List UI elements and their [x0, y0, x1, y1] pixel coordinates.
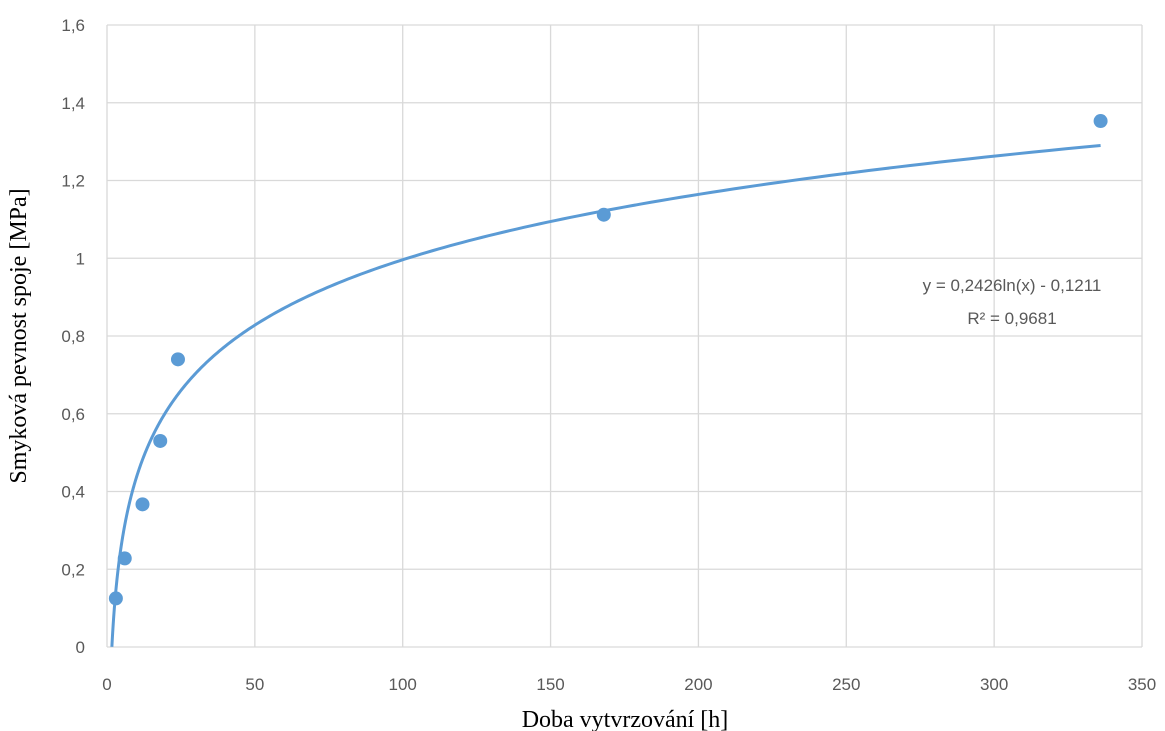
trendline-equation: y = 0,2426ln(x) - 0,1211	[923, 276, 1102, 295]
data-point	[1093, 114, 1108, 129]
data-point	[135, 497, 150, 512]
trendline	[110, 143, 1101, 647]
gridlines	[106, 24, 1143, 648]
trendline-r2: R² = 0,9681	[967, 309, 1056, 328]
y-tick-label: 1,4	[61, 94, 85, 113]
y-tick-labels: 0 0,2 0,4 0,6 0,8 1 1,2 1,4 1,6	[61, 16, 85, 657]
y-tick-label: 0,8	[61, 327, 85, 346]
y-tick-label: 1,2	[61, 172, 85, 191]
data-point	[117, 551, 132, 566]
y-tick-label: 1	[76, 249, 85, 268]
y-tick-label: 0,6	[61, 405, 85, 424]
y-tick-label: 0,2	[61, 560, 85, 579]
y-tick-label: 0,4	[61, 483, 85, 502]
x-tick-label: 350	[1128, 675, 1156, 694]
x-tick-label: 300	[980, 675, 1008, 694]
y-tick-label: 1,6	[61, 16, 85, 35]
x-tick-label: 200	[684, 675, 712, 694]
x-tick-label: 250	[832, 675, 860, 694]
data-point	[170, 352, 185, 367]
data-points	[108, 114, 1108, 606]
x-axis-title: Doba vytvrzování [h]	[522, 707, 729, 731]
x-tick-label: 150	[536, 675, 564, 694]
x-tick-label: 100	[389, 675, 417, 694]
y-tick-label: 0	[76, 638, 85, 657]
x-tick-labels: 0 50 100 150 200 250 300 350	[102, 675, 1156, 694]
x-tick-label: 50	[245, 675, 264, 694]
data-point	[153, 433, 168, 448]
data-point	[596, 207, 611, 222]
x-tick-label: 0	[102, 675, 111, 694]
data-point	[108, 591, 123, 606]
y-axis-title: Smyková pevnost spoje [MPa]	[6, 188, 32, 483]
